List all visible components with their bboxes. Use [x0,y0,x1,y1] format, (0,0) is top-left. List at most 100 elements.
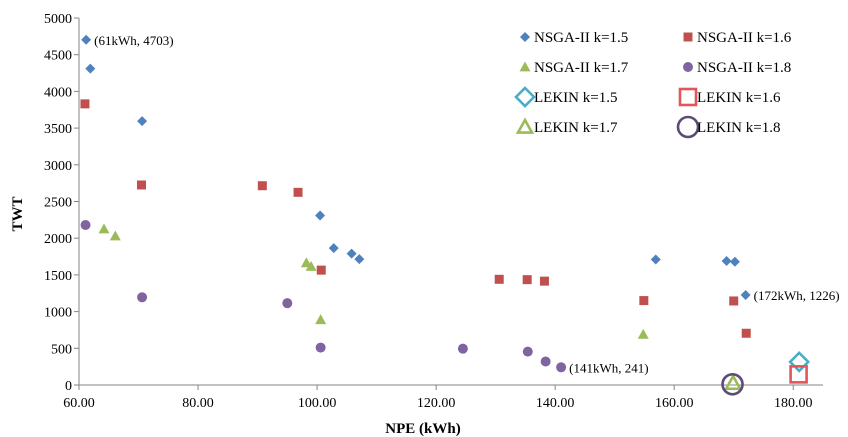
data-point [136,180,146,190]
series-5 [789,365,808,384]
data-point [137,292,148,303]
data-point [721,255,732,266]
data-point [789,365,808,384]
data-point [315,342,326,353]
data-point [639,296,649,306]
legend-item: LEKIN k=1.6 [678,87,781,107]
data-point [650,254,661,265]
legend-label: NSGA-II k=1.6 [697,30,792,46]
legend: NSGA-II k=1.5 NSGA-II k=1.6 NSGA-II k=1.7 N… [514,30,792,139]
series-2 [98,223,649,339]
data-point [316,265,326,275]
legend-marker [676,115,700,139]
legend-marker [515,117,535,134]
data-point [556,362,567,373]
legend-marker [678,87,698,107]
legend-label: LEKIN k=1.8 [697,120,780,136]
legend-marker [519,61,531,72]
legend-label: NSGA-II k=1.5 [534,30,628,46]
data-point [109,230,121,241]
y-axis-title: TWT [10,196,26,231]
data-point [788,351,811,373]
x-axis-title: NPE (kWh) [385,421,460,437]
x-tick-label: 180.00 [774,396,813,411]
series-4 [788,351,811,373]
x-tick-label: 60.00 [63,396,95,411]
data-point [80,99,90,109]
data-point [740,290,751,301]
legend-label: LEKIN k=1.7 [534,120,618,136]
y-axis-ticks: 0 500 1000 1500 2000 2500 3000 3500 4000 4500 5000 [44,12,79,394]
series-1 [80,99,751,338]
legend-item: NSGA-II k=1.8 [683,60,791,76]
legend-marker [683,62,693,72]
data-point [315,314,327,325]
data-point [741,328,751,338]
x-axis-ticks: 60.00 80.00 100.00 120.00 140.00 160.00 180.00 [63,385,812,411]
y-tick-label: 4000 [44,85,72,100]
data-point [494,274,504,284]
series-6 [723,373,743,391]
legend-item: NSGA-II k=1.7 [519,60,629,76]
data-point [305,260,317,271]
y-tick-label: 3000 [44,159,72,174]
series-7 [721,372,744,396]
data-point [540,356,551,367]
legend-item: LEKIN k=1.7 [515,117,618,136]
legend-marker [683,32,693,42]
series-0 [81,34,751,301]
legend-marker [520,32,530,42]
data-point [257,181,267,191]
data-point [637,328,649,339]
data-point [80,219,91,230]
y-tick-label: 2500 [44,196,72,211]
legend-label: NSGA-II k=1.7 [534,60,629,76]
legend-label: LEKIN k=1.5 [534,90,617,106]
data-point [81,34,92,45]
legend-item: LEKIN k=1.8 [676,115,780,139]
data-point [729,256,740,267]
data-point [522,275,532,285]
data-point [721,372,744,396]
data-point [539,276,549,286]
legend-item: LEKIN k=1.5 [514,86,617,108]
series-3 [80,219,567,373]
data-point [457,343,468,354]
x-tick-label: 120.00 [417,396,456,411]
y-tick-label: 500 [51,342,72,357]
y-tick-label: 5000 [44,12,72,27]
annotation-label: (172kWh, 1226) [754,288,840,303]
data-point [282,298,293,309]
data-point [315,210,326,221]
data-points [80,34,811,396]
annotations: (61kWh, 4703) (141kWh, 241) (172kWh, 1226) [94,33,839,376]
annotation-label: (141kWh, 241) [569,360,648,375]
legend-item: NSGA-II k=1.6 [683,30,792,46]
data-point [522,346,533,357]
data-point [729,296,739,306]
data-point [85,63,96,74]
data-point [98,223,110,234]
y-tick-label: 2000 [44,232,72,247]
x-tick-label: 140.00 [536,396,575,411]
data-point [346,248,357,259]
data-point [354,254,365,265]
legend-label: LEKIN k=1.6 [697,90,781,106]
y-tick-label: 1500 [44,269,72,284]
data-point [137,116,148,127]
data-point [328,243,339,254]
y-tick-label: 3500 [44,122,72,137]
legend-marker [514,86,536,108]
annotation-label: (61kWh, 4703) [94,33,173,48]
legend-label: NSGA-II k=1.8 [697,60,791,76]
x-tick-label: 160.00 [655,396,694,411]
data-point [293,187,303,197]
y-tick-label: 0 [65,379,72,394]
y-tick-label: 4500 [44,49,72,64]
legend-item: NSGA-II k=1.5 [520,30,628,46]
x-tick-label: 80.00 [182,396,214,411]
x-tick-label: 100.00 [298,396,337,411]
y-tick-label: 1000 [44,306,72,321]
data-point [723,373,743,391]
